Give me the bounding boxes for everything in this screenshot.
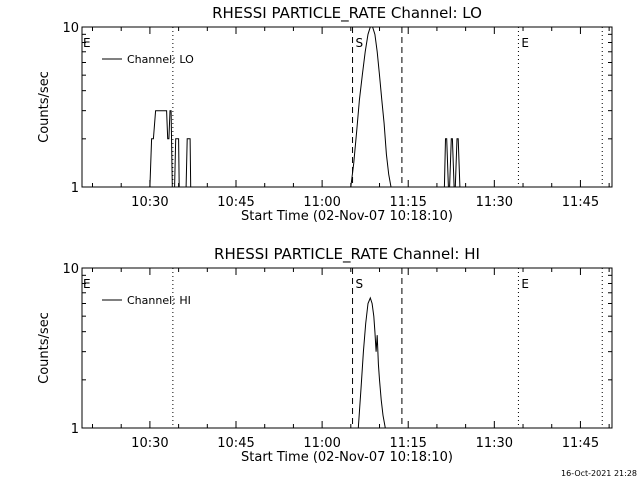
- event-marker-s: S: [356, 277, 364, 291]
- event-marker-e: E: [83, 277, 91, 291]
- x-axis-label: Start Time (02-Nov-07 10:18:10): [241, 450, 453, 465]
- y-tick-label: 10: [62, 262, 79, 277]
- y-tick-label: 1: [71, 422, 79, 437]
- y-axis-label: Counts/sec: [37, 312, 52, 384]
- x-tick-label: 11:00: [303, 195, 340, 210]
- x-tick-label: 11:15: [389, 436, 426, 451]
- panel-lo-channel: RHESSI PARTICLE_RATE Channel: LO 10:30 10:…: [37, 4, 613, 224]
- x-tick-label: 10:45: [217, 195, 254, 210]
- x-tick-label: 10:30: [131, 436, 168, 451]
- plot-frame: [81, 267, 613, 429]
- event-marker-e: E: [521, 277, 529, 291]
- x-tick-label: 11:00: [303, 436, 340, 451]
- x-axis-label: Start Time (02-Nov-07 10:18:10): [241, 209, 453, 224]
- event-marker-s: S: [356, 36, 364, 50]
- event-marker-e: E: [521, 36, 529, 50]
- footer-timestamp: 16-Oct-2021 21:28: [561, 469, 637, 478]
- y-tick-label: 1: [71, 181, 79, 196]
- data-series-0: [146, 110, 195, 188]
- x-tick-label: 11:30: [476, 195, 513, 210]
- legend-label: Channel: LO: [127, 53, 194, 66]
- data-series-2: [442, 138, 463, 188]
- chart-title: RHESSI PARTICLE_RATE Channel: LO: [212, 4, 482, 23]
- x-tick-label: 10:30: [131, 195, 168, 210]
- x-tick-label: 11:45: [562, 195, 599, 210]
- y-axis-label: Counts/sec: [37, 71, 52, 143]
- x-tick-label: 11:45: [562, 436, 599, 451]
- x-tick-label: 11:30: [476, 436, 513, 451]
- event-marker-e: E: [83, 36, 91, 50]
- data-series-0: [357, 296, 386, 429]
- plot-frame: [81, 26, 613, 188]
- chart-title: RHESSI PARTICLE_RATE Channel: HI: [214, 245, 480, 264]
- x-tick-label: 10:45: [217, 436, 254, 451]
- panel-hi-channel: RHESSI PARTICLE_RATE Channel: HI 10:30 10:…: [37, 245, 613, 465]
- x-tick-label: 11:15: [389, 195, 426, 210]
- y-tick-label: 10: [62, 21, 79, 36]
- data-series-1: [350, 26, 392, 188]
- legend-label: Channel: HI: [127, 294, 191, 307]
